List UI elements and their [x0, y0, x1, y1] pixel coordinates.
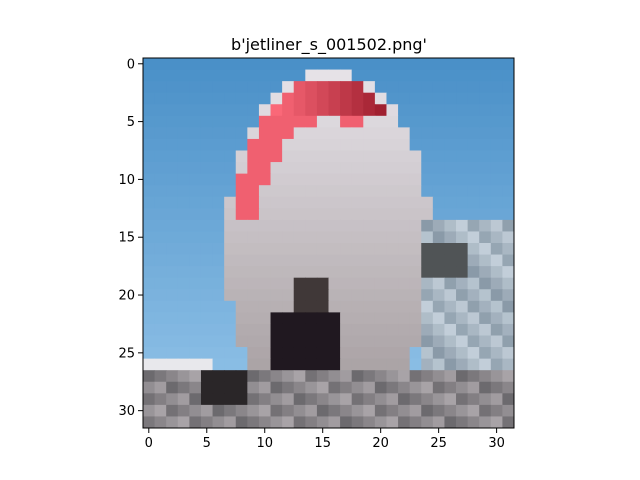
y-tick-label: 15: [118, 231, 135, 246]
x-tick-label: 5: [203, 436, 211, 451]
x-tick-label: 10: [256, 436, 273, 451]
x-tick-label: 30: [488, 436, 505, 451]
y-axis: 0 5 10 15 20 25 30: [118, 57, 143, 419]
x-axis: 0 5 10 15 20 25 30: [145, 428, 505, 451]
x-tick-label: 25: [430, 436, 447, 451]
x-tick-label: 0: [145, 436, 153, 451]
y-tick-label: 0: [127, 57, 135, 72]
y-tick-label: 30: [118, 404, 135, 419]
pixel-image: [143, 58, 515, 429]
figure-title: b'jetliner_s_001502.png': [231, 35, 427, 55]
y-tick-label: 25: [118, 346, 135, 361]
y-tick-label: 10: [118, 173, 135, 188]
y-tick-label: 5: [127, 115, 135, 130]
x-tick-label: 15: [314, 436, 331, 451]
axes-frame: [142, 57, 515, 429]
image-panel: [142, 57, 515, 429]
x-tick-label: 20: [372, 436, 389, 451]
y-tick-label: 20: [118, 289, 135, 304]
